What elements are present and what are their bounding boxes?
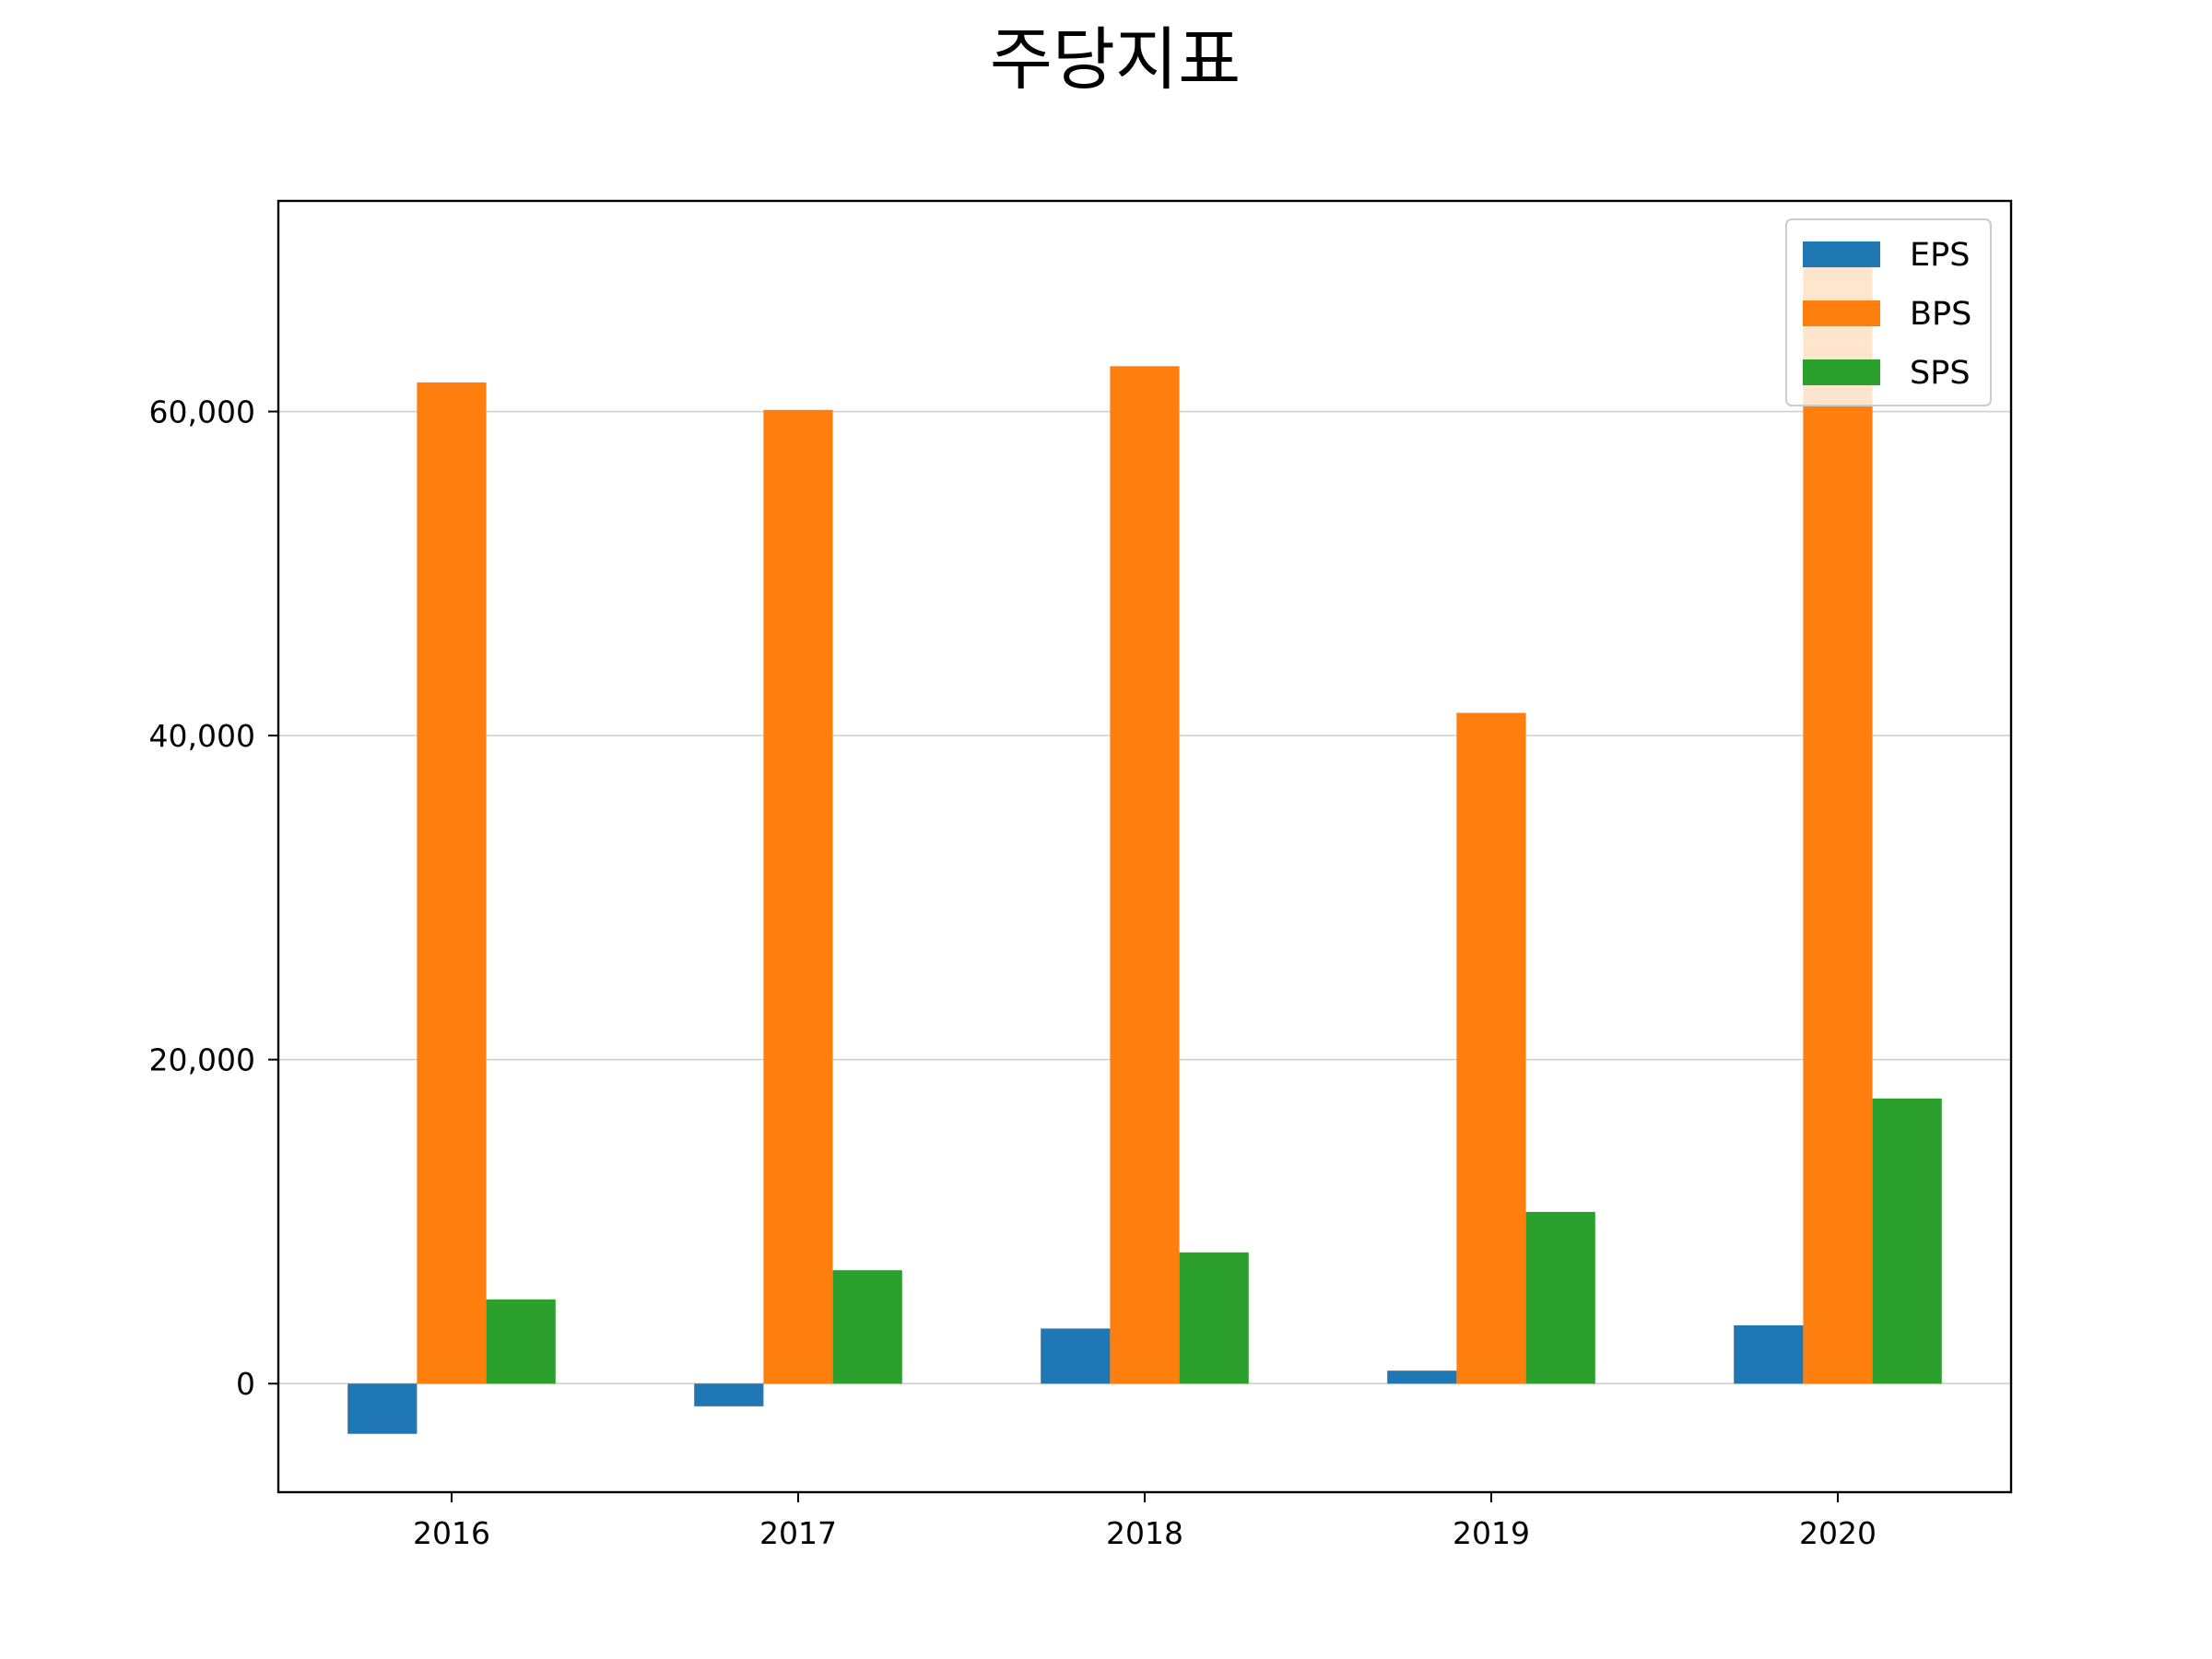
x-tick-label: 2017 (759, 1515, 837, 1551)
bar-eps-2016 (347, 1383, 418, 1434)
bar-sps-2019 (1525, 1211, 1595, 1384)
bar-bps-2019 (1456, 712, 1526, 1384)
bar-sps-2018 (1179, 1252, 1249, 1384)
y-tick-label: 0 (236, 1366, 255, 1402)
bar-bps-2016 (417, 382, 487, 1384)
y-tick-label: 60,000 (149, 394, 255, 430)
bar-eps-2018 (1041, 1328, 1111, 1384)
x-tick-label: 2019 (1453, 1515, 1530, 1551)
x-tick-label: 2016 (413, 1515, 490, 1551)
bar-sps-2017 (832, 1270, 902, 1384)
bar-eps-2020 (1734, 1324, 1804, 1384)
bar-eps-2019 (1387, 1371, 1457, 1384)
bars (347, 262, 1942, 1434)
bar-bps-2018 (1110, 366, 1180, 1384)
legend-label-eps: EPS (1910, 237, 1970, 274)
bar-eps-2017 (694, 1383, 764, 1406)
legend-swatch-bps (1803, 300, 1880, 326)
legend-swatch-sps (1803, 359, 1880, 385)
legend: EPS BPS SPS (1785, 218, 1992, 406)
bar-bps-2020 (1803, 262, 1873, 1384)
y-tick-label: 40,000 (149, 718, 255, 754)
x-tick-label: 2020 (1799, 1515, 1877, 1551)
bar-sps-2020 (1872, 1098, 1942, 1384)
bar-bps-2017 (763, 409, 833, 1384)
legend-label-sps: SPS (1910, 355, 1971, 392)
y-axis: 0 20,000 40,000 60,000 (149, 394, 278, 1402)
bar-sps-2016 (486, 1299, 556, 1384)
chart-title: 주당지표 (990, 20, 1241, 100)
y-tick-label: 20,000 (149, 1042, 255, 1078)
legend-label-bps: BPS (1910, 296, 1971, 333)
legend-swatch-eps (1803, 241, 1880, 267)
x-axis: 2016 2017 2018 2019 2020 (413, 1492, 1877, 1551)
x-tick-label: 2018 (1106, 1515, 1183, 1551)
